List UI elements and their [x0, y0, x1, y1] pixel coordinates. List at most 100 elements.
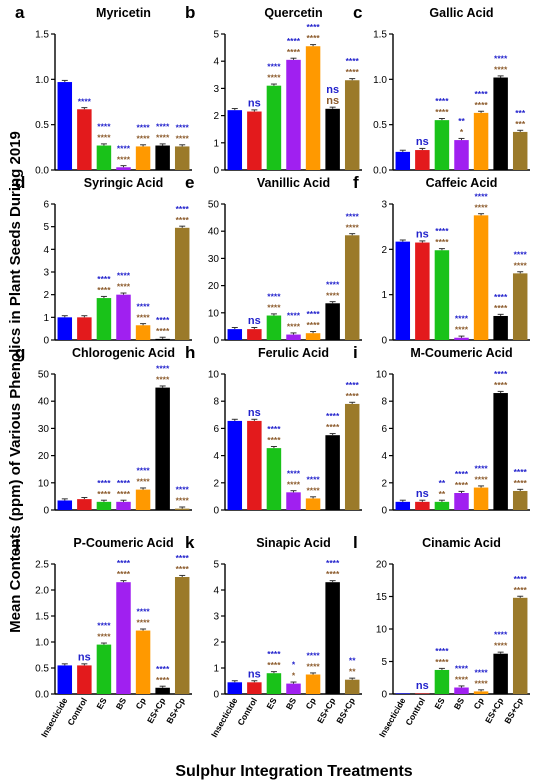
panel-letter: f — [353, 173, 359, 192]
significance-label-lower: **** — [97, 285, 111, 295]
bar-bs-plus-cp — [344, 403, 360, 510]
y-tick-label: 0.5 — [35, 120, 49, 131]
significance-label-upper: **** — [326, 411, 340, 421]
significance-label-upper: **** — [455, 314, 469, 324]
significance-label-lower: **** — [474, 475, 488, 485]
bar-bs — [454, 687, 469, 694]
significance-label-lower: **** — [97, 489, 111, 499]
bar-bs — [286, 59, 301, 171]
y-tick-label: 30 — [38, 424, 50, 435]
bar-control — [77, 665, 92, 694]
significance-label-lower: **** — [97, 133, 111, 143]
y-tick-label: 0.0 — [35, 690, 49, 701]
significance-label-lower: **** — [176, 215, 190, 225]
y-tick-label: 4 — [43, 245, 49, 256]
panel-title: Cinamic Acid — [422, 536, 501, 550]
y-tick-label: 40 — [38, 397, 50, 408]
significance-label-upper: ns — [326, 84, 339, 96]
y-tick-label: 2.5 — [35, 560, 49, 571]
bar-control — [415, 242, 430, 340]
bar-bs-plus-cp — [512, 131, 528, 170]
significance-label-upper: ** — [439, 478, 446, 488]
significance-label-upper: ns — [248, 668, 261, 680]
bar-insecticide — [57, 665, 73, 694]
y-tick-label: 2 — [213, 638, 219, 649]
significance-label-upper: **** — [176, 204, 190, 214]
significance-label-upper: **** — [97, 122, 111, 132]
significance-label-upper: **** — [287, 468, 301, 478]
y-tick-label: 6 — [381, 424, 387, 435]
y-tick-label: 0 — [213, 506, 219, 517]
significance-label-upper: **** — [78, 96, 92, 106]
panel-letter: d — [15, 173, 25, 192]
bar-control — [77, 499, 92, 510]
bar-insecticide — [395, 693, 411, 694]
chart-panel-d: d Syringic Acid0123456*******************… — [15, 173, 192, 347]
bar-bs — [116, 294, 131, 340]
y-tick-label: 3 — [43, 268, 49, 279]
significance-label-lower: **** — [117, 489, 131, 499]
significance-label-lower: **** — [435, 107, 449, 117]
y-tick-label: 1.0 — [35, 75, 49, 86]
x-tick-label: BS — [114, 696, 129, 712]
significance-label-upper: ns — [78, 651, 91, 663]
significance-label-upper: **** — [514, 249, 528, 259]
y-tick-label: 4 — [213, 586, 219, 597]
significance-label-upper: **** — [117, 271, 131, 281]
x-tick-label: Cp — [133, 696, 147, 711]
y-tick-label: 5 — [213, 30, 219, 41]
significance-label-lower: **** — [435, 237, 449, 247]
significance-label-lower: **** — [514, 585, 528, 595]
x-tick-label: BS+Cp — [334, 696, 357, 725]
significance-label-lower: **** — [287, 47, 301, 57]
bar-cp — [473, 215, 489, 340]
bar-cp — [135, 146, 151, 170]
y-tick-label: 0 — [381, 506, 387, 517]
x-tick-label: BS — [284, 696, 299, 712]
y-tick-label: 6 — [43, 200, 49, 211]
bar-es — [266, 85, 282, 170]
significance-label-upper: **** — [136, 301, 150, 311]
bar-bs-plus-cp — [174, 227, 190, 340]
significance-label-upper: **** — [306, 22, 320, 32]
significance-label-lower: **** — [267, 73, 281, 83]
significance-label-lower: * — [460, 127, 464, 137]
significance-label-upper: **** — [474, 667, 488, 677]
bar-cp — [135, 325, 151, 340]
significance-label-upper: **** — [117, 143, 131, 153]
significance-label-upper: **** — [267, 649, 281, 659]
bar-es-plus-cp — [493, 77, 508, 170]
bar-es — [266, 673, 282, 694]
significance-label-lower: *** — [515, 119, 526, 129]
significance-label-upper: **** — [267, 292, 281, 302]
significance-label-upper: **** — [514, 574, 528, 584]
y-tick-label: 0.0 — [373, 166, 387, 177]
y-tick-label: 50 — [208, 200, 220, 211]
x-tick-label: Insecticide — [209, 696, 240, 739]
significance-label-lower: **** — [136, 133, 150, 143]
significance-label-lower: **** — [176, 564, 190, 574]
significance-label-upper: **** — [156, 315, 170, 325]
significance-label-lower: **** — [156, 133, 170, 143]
significance-label-lower: **** — [267, 303, 281, 313]
significance-label-lower: * — [292, 671, 296, 681]
y-tick-label: 0 — [213, 690, 219, 701]
significance-label-upper: ns — [416, 680, 429, 692]
y-tick-label: 8 — [381, 397, 387, 408]
significance-label-upper: **** — [306, 474, 320, 484]
significance-label-lower: **** — [136, 312, 150, 322]
significance-label-lower: **** — [117, 154, 131, 164]
y-tick-label: 15 — [376, 592, 388, 603]
bar-es — [434, 250, 450, 340]
bar-es — [96, 501, 112, 510]
panel-letter: l — [353, 533, 358, 552]
significance-label-lower: **** — [136, 618, 150, 628]
significance-label-upper: **** — [97, 621, 111, 631]
panel-title: M-Coumeric Acid — [410, 346, 512, 360]
significance-label-lower: ** — [439, 489, 446, 499]
significance-label-lower: **** — [455, 480, 469, 490]
significance-label-lower: **** — [117, 282, 131, 292]
y-tick-label: 2 — [213, 478, 219, 489]
significance-label-upper: ** — [458, 116, 465, 126]
significance-label-lower: **** — [474, 100, 488, 110]
